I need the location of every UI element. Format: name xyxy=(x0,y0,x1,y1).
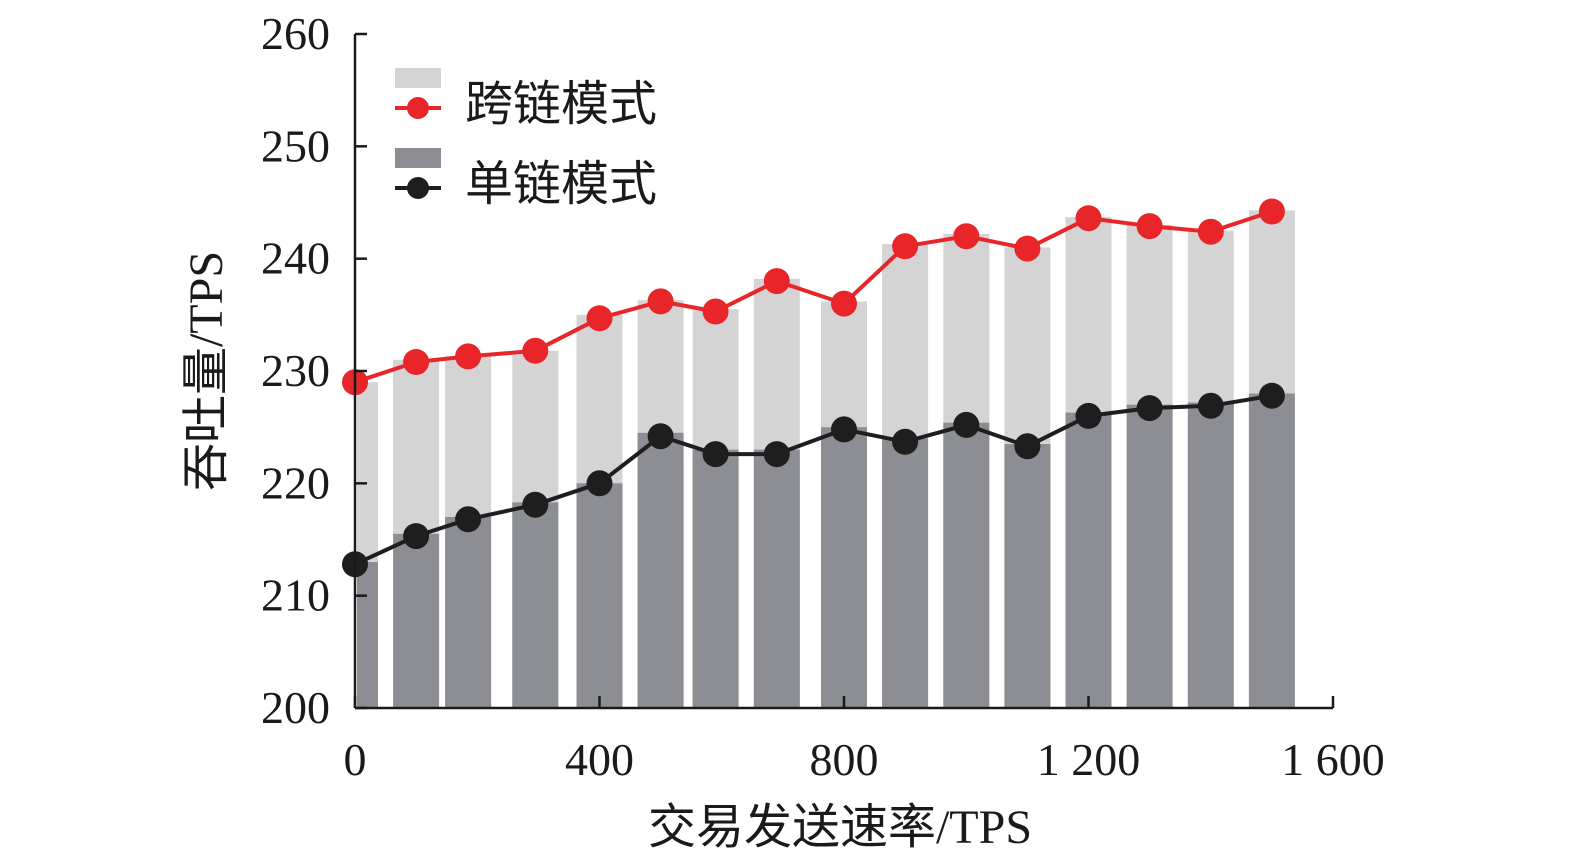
point-single-chain-8 xyxy=(831,416,857,443)
lines-layer xyxy=(342,198,1285,578)
bar-single-chain-14 xyxy=(1187,402,1234,708)
point-single-chain-6 xyxy=(702,441,729,468)
x-tick-label-2: 800 xyxy=(810,734,879,785)
point-cross-chain-5 xyxy=(647,288,674,315)
point-single-chain-12 xyxy=(1075,402,1102,429)
y-axis-title: 吞吐量/TPS xyxy=(180,251,233,491)
legend-marker-cross-chain xyxy=(407,97,429,119)
bar-single-chain-12 xyxy=(1065,412,1112,708)
point-cross-chain-2 xyxy=(455,343,482,370)
point-cross-chain-8 xyxy=(831,290,857,317)
y-tick-label-6: 260 xyxy=(261,8,330,59)
bars-layer xyxy=(357,210,1295,708)
bar-single-chain-4 xyxy=(576,483,623,708)
bar-single-chain-15 xyxy=(1248,393,1295,708)
point-single-chain-1 xyxy=(403,523,430,550)
axes-layer: 200 210 220 230 240 250 260 0 400 800 1 200 1 600 交易… xyxy=(180,8,1385,854)
y-tick-label-0: 200 xyxy=(261,682,330,733)
point-cross-chain-6 xyxy=(702,298,729,325)
line-single-chain xyxy=(354,393,1273,567)
bar-single-chain-11 xyxy=(1004,444,1051,708)
point-cross-chain-3 xyxy=(522,337,549,364)
bar-single-chain-10 xyxy=(943,422,990,708)
point-cross-chain-11 xyxy=(1014,235,1041,262)
point-single-chain-15 xyxy=(1258,382,1285,409)
y-tick-label-3: 230 xyxy=(261,345,330,396)
point-single-chain-9 xyxy=(892,428,919,455)
bar-single-chain-7 xyxy=(753,449,800,708)
legend-label-single-chain: 单链模式 xyxy=(465,158,657,211)
bar-single-chain-0 xyxy=(357,562,378,708)
point-cross-chain-4 xyxy=(586,305,613,332)
x-tick-label-0: 0 xyxy=(344,734,367,785)
point-single-chain-13 xyxy=(1136,395,1163,422)
point-single-chain-11 xyxy=(1014,433,1041,460)
x-tick-label-1: 400 xyxy=(565,734,634,785)
point-cross-chain-10 xyxy=(953,223,980,250)
y-tick-label-2: 220 xyxy=(261,457,330,508)
point-cross-chain-7 xyxy=(763,268,790,295)
bar-single-chain-1 xyxy=(393,533,440,708)
point-single-chain-3 xyxy=(522,491,549,518)
point-cross-chain-14 xyxy=(1197,218,1224,245)
y-tick-label-5: 250 xyxy=(261,120,330,171)
bar-single-chain-6 xyxy=(692,449,739,708)
point-cross-chain-13 xyxy=(1136,213,1163,240)
x-tick-label-3: 1 200 xyxy=(1037,734,1141,785)
legend-swatch-cross-chain xyxy=(395,68,441,88)
bar-single-chain-8 xyxy=(821,427,867,708)
legend-label-cross-chain: 跨链模式 xyxy=(465,78,657,131)
x-axis-title: 交易发送速率/TPS xyxy=(648,801,1032,854)
point-single-chain-10 xyxy=(953,411,980,438)
point-single-chain-2 xyxy=(455,506,482,533)
bar-single-chain-3 xyxy=(512,502,559,708)
point-cross-chain-12 xyxy=(1075,205,1102,232)
legend-swatch-single-chain xyxy=(395,148,441,168)
y-tick-label-4: 240 xyxy=(261,233,330,284)
point-cross-chain-1 xyxy=(403,349,430,375)
point-single-chain-5 xyxy=(647,423,674,450)
point-single-chain-14 xyxy=(1197,392,1224,419)
line-cross-chain xyxy=(354,209,1273,385)
point-cross-chain-9 xyxy=(892,233,919,260)
point-single-chain-7 xyxy=(763,441,790,468)
point-single-chain-4 xyxy=(586,470,613,497)
y-tick-label-1: 210 xyxy=(261,570,330,621)
bar-single-chain-9 xyxy=(882,438,929,708)
bar-single-chain-2 xyxy=(445,517,492,708)
point-cross-chain-15 xyxy=(1258,198,1285,225)
legend-marker-single-chain xyxy=(407,177,429,199)
bar-single-chain-5 xyxy=(637,432,684,708)
bar-single-chain-13 xyxy=(1126,404,1173,708)
x-tick-label-4: 1 600 xyxy=(1281,734,1385,785)
